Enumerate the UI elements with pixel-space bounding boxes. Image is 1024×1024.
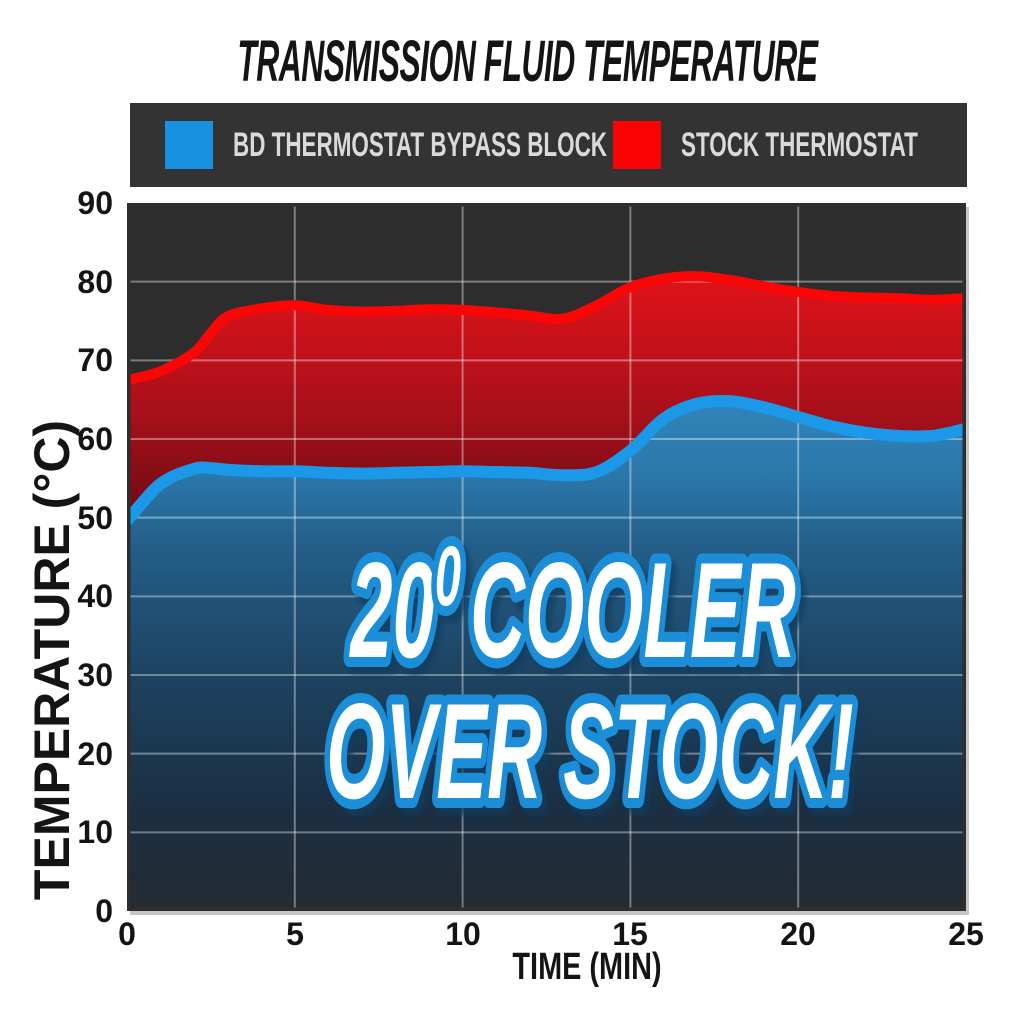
x-tick-label: 25 — [948, 916, 984, 952]
y-tick-label: 0 — [95, 893, 113, 929]
y-axis-title: TEMPERATURE (°C) — [24, 419, 80, 901]
y-tick-label: 50 — [77, 500, 113, 536]
annotation-line-2: OVER STOCK! — [326, 676, 853, 828]
y-tick-label: 60 — [77, 421, 113, 457]
chart-title: TRANSMISSION FLUID TEMPERATURE — [0, 28, 1024, 95]
x-tick-label: 5 — [286, 916, 304, 952]
chart-title-text: TRANSMISSION FLUID TEMPERATURE — [237, 29, 818, 94]
bd-thermostat-line — [127, 394, 966, 525]
legend-swatch-stock-thermostat — [613, 121, 661, 169]
annotation-degrees-value: 20 — [349, 535, 435, 687]
plot-area: 200COOLER OVER STOCK! — [127, 203, 966, 911]
y-tick-label: 90 — [77, 185, 113, 221]
y-tick-label: 10 — [77, 814, 113, 850]
y-tick-label: 30 — [77, 657, 113, 693]
stock-thermostat-line — [127, 271, 966, 385]
gridlines — [127, 203, 966, 911]
annotation-degree-symbol: 0 — [435, 530, 461, 624]
y-tick-label: 80 — [77, 264, 113, 300]
y-tick-label: 40 — [77, 578, 113, 614]
chart-plot: 200COOLER OVER STOCK! — [127, 203, 966, 911]
annotation-line-1: 200COOLER — [349, 530, 796, 687]
x-tick-label: 10 — [445, 916, 481, 952]
y-tick-label: 20 — [77, 736, 113, 772]
y-tick-label: 70 — [77, 342, 113, 378]
annotation: 200COOLER OVER STOCK! — [319, 522, 861, 835]
legend-swatch-bd-thermostat — [165, 121, 213, 169]
legend: BD THERMOSTAT BYPASS BLOCK STOCK THERMOS… — [130, 103, 967, 187]
x-tick-label: 20 — [780, 916, 816, 952]
annotation-cooler-text: COOLER — [470, 535, 796, 687]
x-tick-label: 0 — [118, 916, 136, 952]
bd-thermostat-area — [127, 400, 966, 911]
legend-label-bd-thermostat: BD THERMOSTAT BYPASS BLOCK — [233, 125, 608, 164]
legend-label-stock-thermostat: STOCK THERMOSTAT — [681, 125, 918, 164]
x-tick-label: 15 — [612, 916, 648, 952]
x-axis-title: TIME (MIN) — [512, 946, 662, 988]
